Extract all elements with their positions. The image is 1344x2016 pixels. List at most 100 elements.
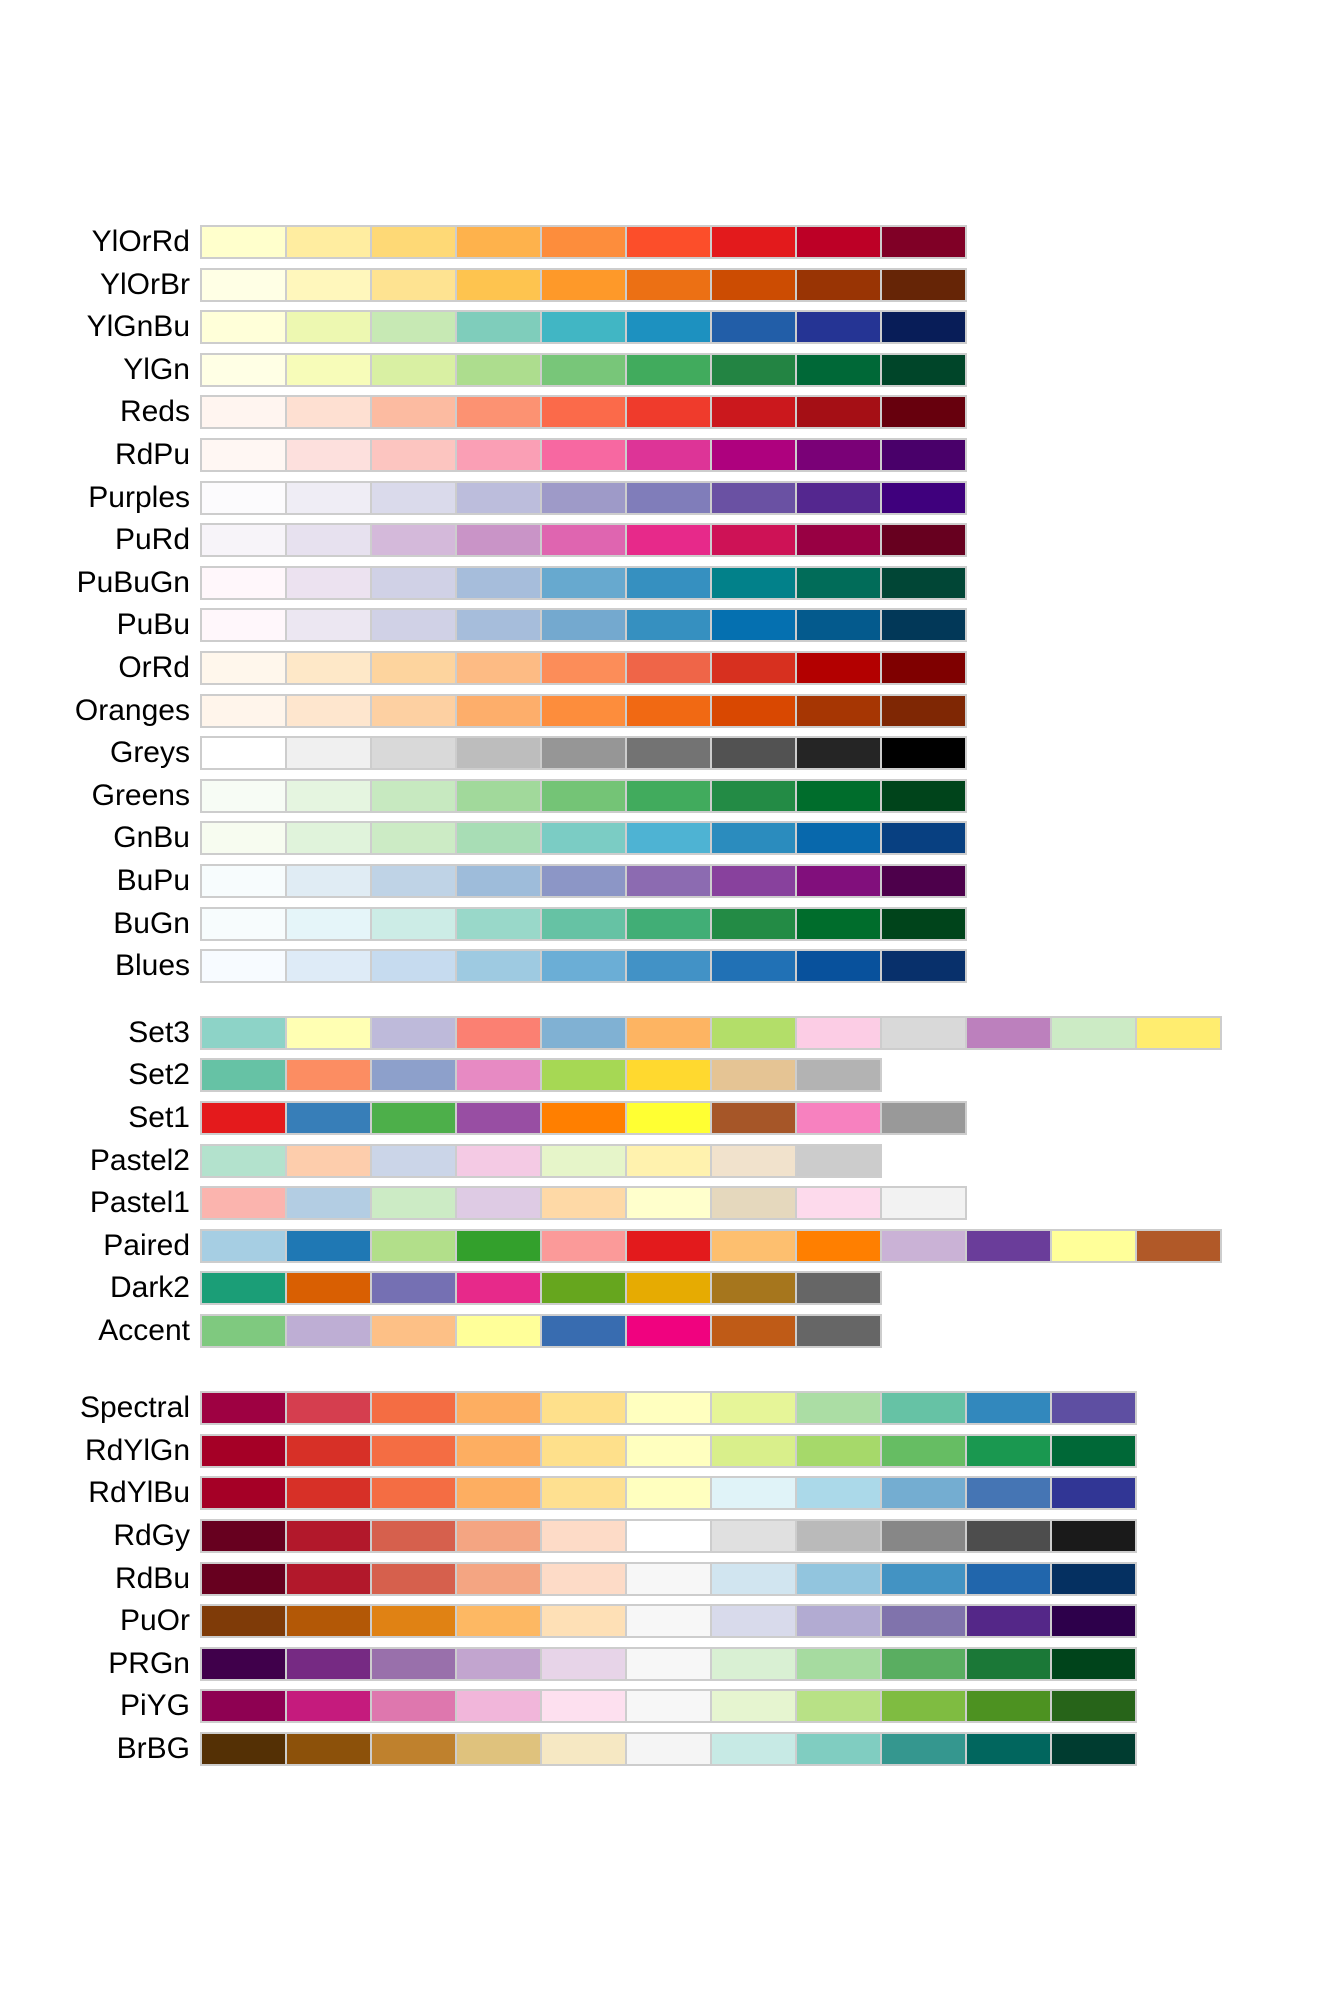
palette-label: Pastel1 xyxy=(89,1186,190,1220)
color-swatch xyxy=(287,1102,370,1133)
color-swatch xyxy=(627,1060,710,1091)
color-swatch xyxy=(797,1102,880,1133)
color-swatch xyxy=(457,1478,540,1509)
color-swatch xyxy=(457,1145,540,1176)
color-swatch xyxy=(967,1606,1050,1637)
color-swatch xyxy=(797,567,880,598)
color-swatch xyxy=(457,908,540,939)
color-swatch xyxy=(372,1563,455,1594)
color-swatch xyxy=(372,482,455,513)
color-swatch xyxy=(287,823,370,854)
palette-row: Greens xyxy=(0,778,1344,813)
palette-swatch-band xyxy=(200,1519,1137,1554)
color-swatch xyxy=(457,1606,540,1637)
palette-label: YlOrBr xyxy=(100,267,190,301)
color-swatch xyxy=(712,780,795,811)
color-swatch xyxy=(202,482,285,513)
color-swatch xyxy=(202,227,285,257)
color-swatch xyxy=(712,908,795,939)
color-swatch xyxy=(1137,1017,1220,1048)
color-swatch xyxy=(202,908,285,939)
color-swatch xyxy=(797,1273,880,1304)
color-swatch xyxy=(797,1060,880,1091)
color-swatch xyxy=(882,695,965,726)
color-swatch xyxy=(372,908,455,939)
color-swatch xyxy=(457,865,540,896)
color-swatch xyxy=(202,1733,285,1764)
color-swatch xyxy=(287,1606,370,1637)
palette-row: PiYG xyxy=(0,1689,1344,1724)
palette-swatch-band xyxy=(200,1689,1137,1724)
color-swatch xyxy=(1052,1521,1135,1552)
color-swatch xyxy=(457,1315,540,1346)
color-swatch xyxy=(1052,1563,1135,1594)
color-swatch xyxy=(287,1060,370,1091)
color-swatch xyxy=(202,1188,285,1219)
palette-row: PuOr xyxy=(0,1604,1344,1639)
color-swatch xyxy=(287,695,370,726)
color-swatch xyxy=(882,951,965,982)
color-swatch xyxy=(202,397,285,428)
palette-row: BuGn xyxy=(0,906,1344,941)
color-swatch xyxy=(287,1393,370,1424)
palette-row: Pastel1 xyxy=(0,1186,1344,1221)
color-swatch xyxy=(542,1393,625,1424)
color-swatch xyxy=(797,1145,880,1176)
color-swatch xyxy=(712,695,795,726)
color-swatch xyxy=(287,1188,370,1219)
color-swatch xyxy=(457,1648,540,1679)
palette-row: YlOrBr xyxy=(0,267,1344,302)
palette-section-qualitative: Set3 Set2 Set1 Pastel2 Pastel1 Paired Da… xyxy=(0,1015,1344,1348)
color-swatch xyxy=(372,354,455,385)
color-swatch xyxy=(457,1691,540,1722)
color-swatch xyxy=(967,1230,1050,1261)
color-swatch xyxy=(712,1060,795,1091)
color-swatch xyxy=(287,951,370,982)
color-swatch xyxy=(287,1563,370,1594)
color-swatch xyxy=(202,1606,285,1637)
color-swatch xyxy=(457,1102,540,1133)
color-swatch xyxy=(542,738,625,769)
palette-label: RdYlGn xyxy=(84,1433,190,1467)
color-swatch xyxy=(967,1393,1050,1424)
color-swatch xyxy=(287,1315,370,1346)
color-swatch xyxy=(627,1606,710,1637)
color-swatch xyxy=(457,1733,540,1764)
color-swatch xyxy=(712,1563,795,1594)
color-swatch xyxy=(457,1230,540,1261)
color-swatch xyxy=(712,652,795,683)
color-swatch xyxy=(542,1606,625,1637)
palette-label: Blues xyxy=(114,949,190,983)
color-swatch xyxy=(797,610,880,641)
color-swatch xyxy=(797,269,880,300)
color-swatch xyxy=(202,354,285,385)
palette-label: OrRd xyxy=(118,650,190,684)
color-swatch xyxy=(882,525,965,556)
color-swatch xyxy=(542,1102,625,1133)
color-swatch xyxy=(627,1435,710,1466)
color-swatch xyxy=(457,525,540,556)
color-swatch xyxy=(372,312,455,343)
palette-label: RdPu xyxy=(114,437,190,471)
color-swatch xyxy=(372,1188,455,1219)
palette-label: PiYG xyxy=(119,1689,190,1723)
color-swatch xyxy=(712,610,795,641)
color-swatch xyxy=(542,1478,625,1509)
color-swatch xyxy=(627,1315,710,1346)
palette-row: YlGn xyxy=(0,352,1344,387)
color-swatch xyxy=(457,823,540,854)
color-swatch xyxy=(712,1273,795,1304)
color-swatch xyxy=(797,738,880,769)
color-swatch xyxy=(627,439,710,470)
palette-row: BuPu xyxy=(0,863,1344,898)
color-swatch xyxy=(882,823,965,854)
color-swatch xyxy=(202,1102,285,1133)
color-swatch xyxy=(542,610,625,641)
color-swatch xyxy=(712,823,795,854)
palette-swatch-band xyxy=(200,1391,1137,1426)
palette-label: RdGy xyxy=(113,1519,190,1553)
color-swatch xyxy=(627,567,710,598)
color-swatch xyxy=(712,312,795,343)
color-swatch xyxy=(1052,1393,1135,1424)
